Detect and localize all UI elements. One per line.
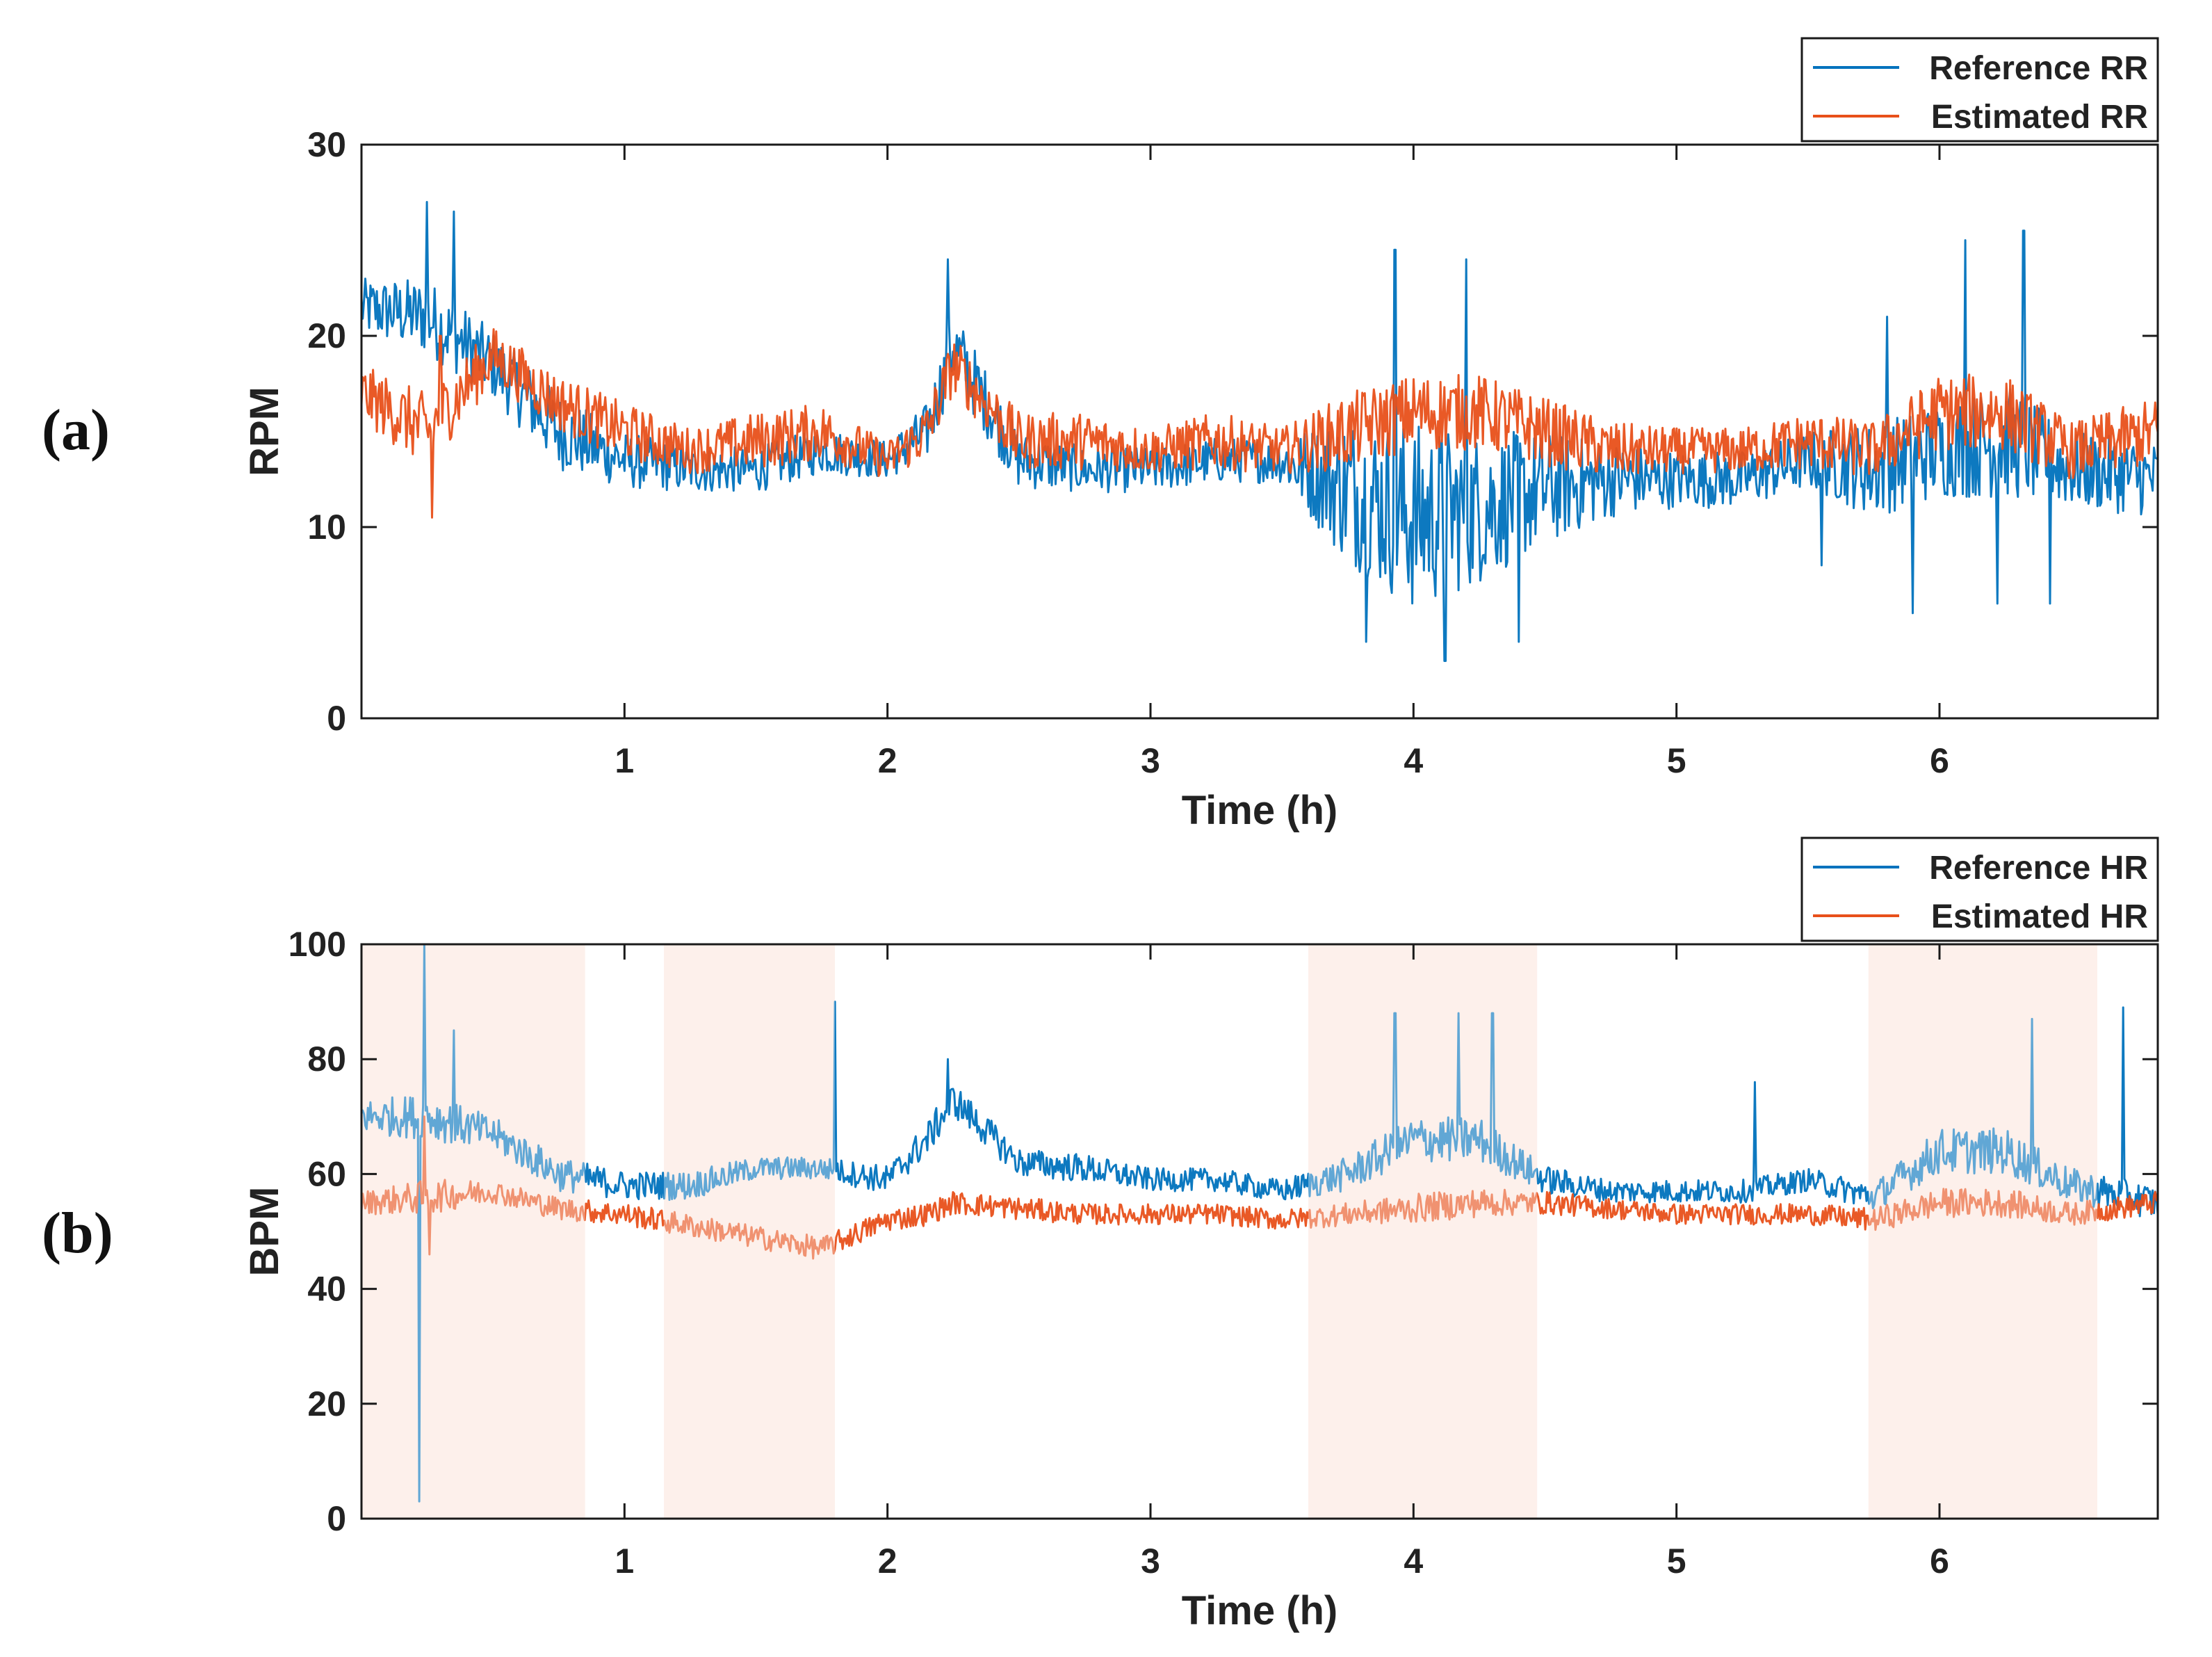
shaded-interval [361,944,585,1519]
shaded-interval-overlay [1868,944,2097,1519]
axes-box [360,943,2159,1520]
shaded-interval [1868,944,2097,1519]
x-tick-label: 2 [878,1542,897,1581]
y-tick-label: 20 [307,316,346,355]
x-tick-label: 3 [1141,1542,1160,1581]
series-line-estimated-rr [360,328,2159,519]
x-tick-label: 4 [1404,1542,1423,1581]
x-tick-label: 1 [615,1542,634,1581]
chart-a-rpm: 1 2 3 4 5 6 0 10 20 30 Time (h) RPM Reference RR Esti… [242,37,2159,833]
x-axis-label: Time (h) [1182,788,1338,833]
x-tick-label: 5 [1667,741,1686,780]
y-tick-label: 0 [327,699,346,738]
y-axis-label: BPM [242,1187,287,1277]
series-line-reference-rr [360,201,2158,662]
legend-entry: Reference HR [1929,850,2148,887]
y-tick-label: 80 [307,1040,346,1078]
legend-entry: Estimated HR [1931,898,2148,935]
y-tick-label: 100 [288,925,346,964]
panel-label-a: (a) [42,398,110,462]
y-tick-label: 60 [307,1154,346,1193]
shaded-interval-overlay [664,944,835,1519]
shaded-interval [1308,944,1538,1519]
panel-label-b: (b) [42,1201,113,1266]
y-tick-label: 40 [307,1270,346,1309]
legend-box [1800,836,2159,942]
x-tick-label: 3 [1141,741,1160,780]
legend-box [1800,37,2159,143]
x-tick-label: 4 [1404,741,1423,780]
x-tick-label: 2 [878,741,897,780]
shaded-interval-overlay [1308,944,1538,1519]
series-line-reference-hr [360,943,2159,1503]
axes-box [360,143,2159,720]
legend-entry: Estimated RR [1931,99,2148,136]
y-tick-label: 0 [327,1499,346,1538]
x-axis-label: Time (h) [1182,1588,1338,1633]
legend-entry: Reference RR [1929,50,2148,87]
x-tick-label: 5 [1667,1542,1686,1581]
y-tick-label: 10 [307,508,346,547]
x-tick-label: 6 [1930,741,1949,780]
x-tick-label: 6 [1930,1542,1949,1581]
shaded-interval-overlay [361,944,585,1519]
x-tick-label: 1 [615,741,634,780]
series-line-estimated-hr [360,1115,2159,1260]
y-axis-label: RPM [242,387,287,476]
y-tick-label: 20 [307,1384,346,1423]
y-tick-label: 30 [307,125,346,164]
